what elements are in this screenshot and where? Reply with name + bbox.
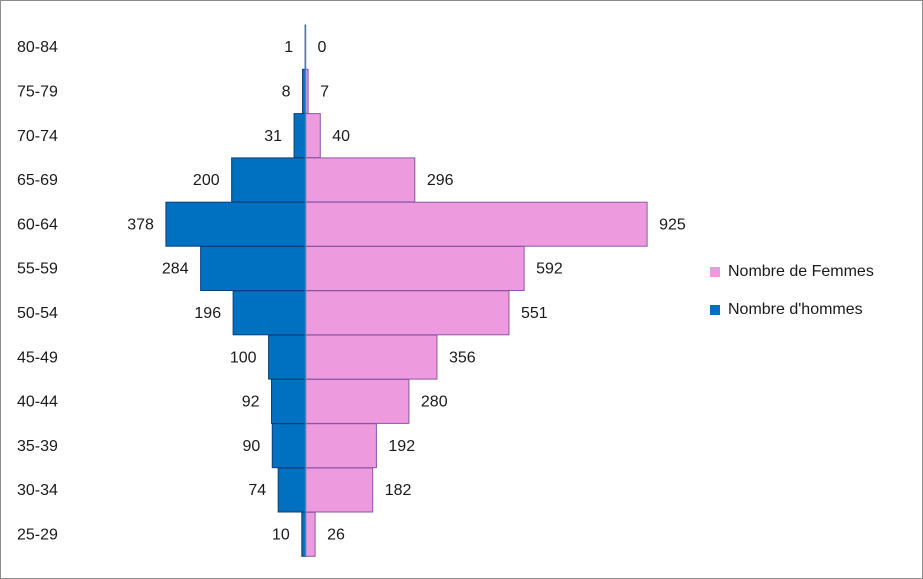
- bar-femmes-65-69: [305, 157, 416, 203]
- legend-swatch-hommes: [710, 305, 720, 315]
- category-label-80-84: 80-84: [17, 39, 58, 56]
- bar-femmes-55-59: [305, 246, 525, 291]
- bar-femmes-30-34: [305, 467, 374, 513]
- bar-hommes-30-34: [277, 467, 307, 513]
- data-label-femmes-50-54: 551: [521, 305, 548, 322]
- category-label-60-64: 60-64: [17, 216, 58, 233]
- data-label-hommes-65-69: 200: [193, 172, 220, 189]
- data-label-hommes-25-29: 10: [272, 527, 290, 544]
- category-label-40-44: 40-44: [17, 394, 58, 411]
- category-label-65-69: 65-69: [17, 172, 58, 189]
- data-label-femmes-75-79: 7: [320, 84, 329, 101]
- category-label-35-39: 35-39: [17, 438, 58, 455]
- bar-hommes-60-64: [165, 201, 306, 247]
- data-label-femmes-35-39: 192: [388, 438, 415, 455]
- bar-femmes-40-44: [305, 378, 410, 424]
- category-label-75-79: 75-79: [17, 84, 58, 101]
- category-label-50-54: 50-54: [17, 305, 58, 322]
- category-label-25-29: 25-29: [17, 527, 58, 544]
- data-label-femmes-25-29: 26: [327, 527, 345, 544]
- category-label-30-34: 30-34: [17, 482, 58, 499]
- category-label-55-59: 55-59: [17, 261, 58, 278]
- data-label-hommes-30-34: 74: [248, 482, 266, 499]
- data-label-femmes-70-74: 40: [332, 128, 350, 145]
- bar-hommes-50-54: [232, 290, 306, 336]
- data-label-femmes-55-59: 592: [536, 261, 563, 278]
- bar-hommes-65-69: [231, 157, 306, 203]
- category-label-70-74: 70-74: [17, 128, 58, 145]
- data-label-hommes-55-59: 284: [162, 261, 189, 278]
- data-label-hommes-75-79: 8: [282, 84, 291, 101]
- bar-femmes-25-29: [305, 511, 316, 557]
- bar-femmes-45-49: [305, 334, 438, 380]
- bar-hommes-45-49: [268, 334, 307, 380]
- data-label-femmes-80-84: 0: [318, 39, 327, 56]
- bar-hommes-40-44: [271, 378, 307, 424]
- bar-femmes-35-39: [305, 423, 377, 469]
- bar-hommes-70-74: [293, 113, 306, 159]
- category-label-45-49: 45-49: [17, 349, 58, 366]
- data-label-hommes-45-49: 100: [230, 349, 257, 366]
- legend-label-femmes: Nombre de Femmes: [728, 263, 874, 280]
- data-label-hommes-50-54: 196: [194, 305, 221, 322]
- data-label-hommes-70-74: 31: [264, 128, 282, 145]
- bar-hommes-55-59: [200, 246, 307, 291]
- bar-hommes-35-39: [271, 423, 306, 469]
- legend-swatch-femmes: [710, 267, 720, 277]
- data-label-hommes-80-84: 1: [284, 39, 293, 56]
- data-label-femmes-30-34: 182: [385, 482, 412, 499]
- legend-label-hommes: Nombre d'hommes: [728, 301, 863, 318]
- bar-femmes-60-64: [305, 201, 648, 247]
- data-label-femmes-45-49: 356: [449, 349, 476, 366]
- bar-femmes-50-54: [305, 290, 510, 336]
- data-label-femmes-60-64: 925: [659, 216, 686, 233]
- data-label-hommes-60-64: 378: [127, 216, 154, 233]
- data-label-femmes-65-69: 296: [427, 172, 454, 189]
- data-label-femmes-40-44: 280: [421, 394, 448, 411]
- data-label-hommes-40-44: 92: [242, 394, 260, 411]
- bar-femmes-70-74: [305, 113, 321, 159]
- data-label-hommes-35-39: 90: [242, 438, 260, 455]
